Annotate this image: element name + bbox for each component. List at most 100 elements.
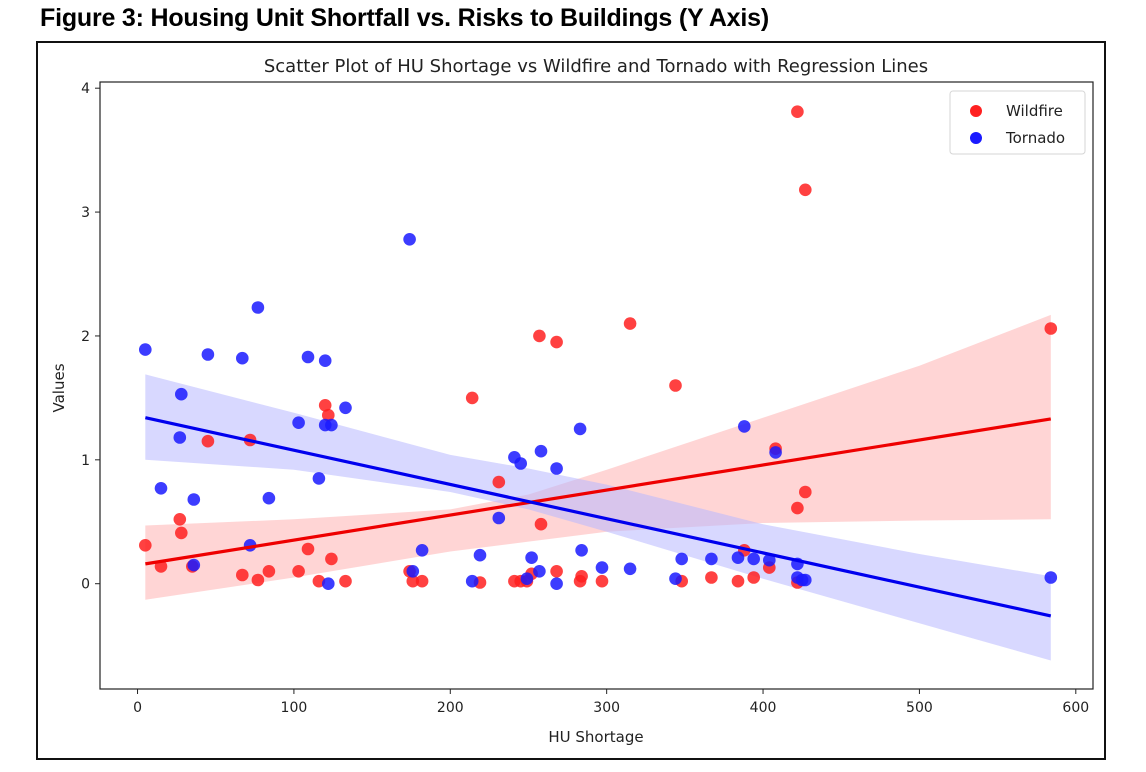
y-tick-label: 1 xyxy=(81,453,90,469)
tornado-point xyxy=(262,491,276,505)
wildfire-point xyxy=(1044,322,1058,335)
wildfire-point xyxy=(595,574,609,588)
tornado-point xyxy=(465,574,479,588)
x-tick-label: 300 xyxy=(593,700,620,716)
tornado-regression-line xyxy=(145,416,1052,618)
tornado-point xyxy=(201,348,215,361)
tornado-point xyxy=(175,387,188,401)
wildfire-point xyxy=(201,434,215,448)
y-tick-label: 3 xyxy=(81,205,90,221)
wildfire-point xyxy=(318,399,332,412)
tornado-point xyxy=(173,431,187,444)
x-tick-label: 0 xyxy=(133,700,142,716)
tornado-point xyxy=(325,418,338,432)
tornado-point xyxy=(415,544,429,557)
y-tick-label: 0 xyxy=(81,577,90,593)
tornado-point xyxy=(139,343,152,356)
x-axis-label: HU Shortage xyxy=(548,728,643,746)
regression-lines xyxy=(145,416,1052,618)
wildfire-point xyxy=(339,574,352,588)
wildfire-point xyxy=(550,565,563,578)
wildfire-point xyxy=(575,570,588,583)
tornado-point xyxy=(339,401,352,415)
tornado-point xyxy=(573,422,587,436)
y-axis-label: Values xyxy=(50,363,68,412)
x-tick-label: 600 xyxy=(1062,700,1089,716)
legend-label-wildfire: Wildfire xyxy=(1006,102,1063,120)
tornado-point xyxy=(550,577,563,590)
legend-marker-tornado xyxy=(970,132,982,144)
x-tick-label: 500 xyxy=(906,700,933,716)
wildfire-point xyxy=(251,573,265,587)
tornado-point xyxy=(514,457,527,470)
wildfire-point xyxy=(322,408,335,422)
wildfire-point xyxy=(465,391,479,405)
tornado-point xyxy=(738,420,751,433)
plot-area-border xyxy=(99,81,1094,690)
wildfire-point xyxy=(173,513,187,526)
tornado-point xyxy=(236,351,249,365)
figure-caption: Figure 3: Housing Unit Shortfall vs. Ris… xyxy=(40,4,769,32)
wildfire-point xyxy=(705,571,718,584)
legend-box xyxy=(949,90,1086,155)
y-tick-label: 2 xyxy=(81,329,90,345)
tornado-point xyxy=(623,562,637,576)
figure-frame xyxy=(36,41,1106,760)
tornado-point xyxy=(595,561,609,574)
tornado-point xyxy=(322,577,335,590)
wildfire-point xyxy=(747,571,760,584)
tornado-point xyxy=(520,572,534,585)
tornado-point xyxy=(669,572,682,585)
chart-title: Scatter Plot of HU Shortage vs Wildfire … xyxy=(264,56,928,77)
legend-label-tornado: Tornado xyxy=(1005,129,1065,147)
wildfire-point xyxy=(534,517,548,531)
tornado-point xyxy=(251,301,265,314)
x-tick-label: 200 xyxy=(437,700,464,716)
tornado-point xyxy=(187,558,201,572)
x-axis-ticks: 0 100 200 300 400 500 600 xyxy=(133,689,1089,716)
tornado-point xyxy=(292,416,305,430)
wildfire-point xyxy=(325,552,338,566)
tornado-point xyxy=(705,552,718,566)
wildfire-point xyxy=(139,539,152,552)
tornado-point xyxy=(525,551,538,564)
y-axis-ticks: 0 1 2 3 4 xyxy=(81,81,100,593)
x-tick-label: 400 xyxy=(750,700,777,716)
tornado-point xyxy=(731,551,745,564)
tornado-point xyxy=(675,552,688,566)
tornado-point xyxy=(187,493,201,506)
confidence-bands xyxy=(145,314,1051,661)
wildfire-point xyxy=(533,329,546,343)
tornado-point xyxy=(473,548,487,562)
wildfire-point xyxy=(669,379,682,392)
tornado-point xyxy=(492,511,506,525)
tornado-point xyxy=(534,444,548,458)
x-tick-label: 100 xyxy=(281,700,308,716)
wildfire-point xyxy=(492,475,506,489)
wildfire-point xyxy=(301,542,315,556)
wildfire-point xyxy=(236,568,249,582)
tornado-point xyxy=(1044,571,1058,584)
wildfire-point xyxy=(550,335,563,349)
wildfire-point xyxy=(731,574,745,588)
tornado-point xyxy=(312,472,326,485)
wildfire-point xyxy=(623,317,637,330)
wildfire-point xyxy=(406,574,420,588)
tornado-point xyxy=(799,573,812,587)
tornado-point xyxy=(769,446,782,459)
wildfire-point xyxy=(292,565,305,578)
wildfire-point xyxy=(262,565,276,578)
tornado-point xyxy=(154,482,168,495)
tornado-point xyxy=(550,462,563,475)
legend-marker-wildfire xyxy=(970,105,982,117)
scatter-points xyxy=(139,105,1058,590)
legend: Wildfire Tornado xyxy=(949,90,1086,155)
wildfire-point xyxy=(799,183,812,197)
tornado-point xyxy=(763,553,776,567)
wildfire-point xyxy=(791,501,804,515)
tornado-point xyxy=(575,544,588,557)
tornado-point xyxy=(747,552,760,566)
wildfire-point xyxy=(799,485,812,499)
wildfire-point xyxy=(415,574,429,588)
